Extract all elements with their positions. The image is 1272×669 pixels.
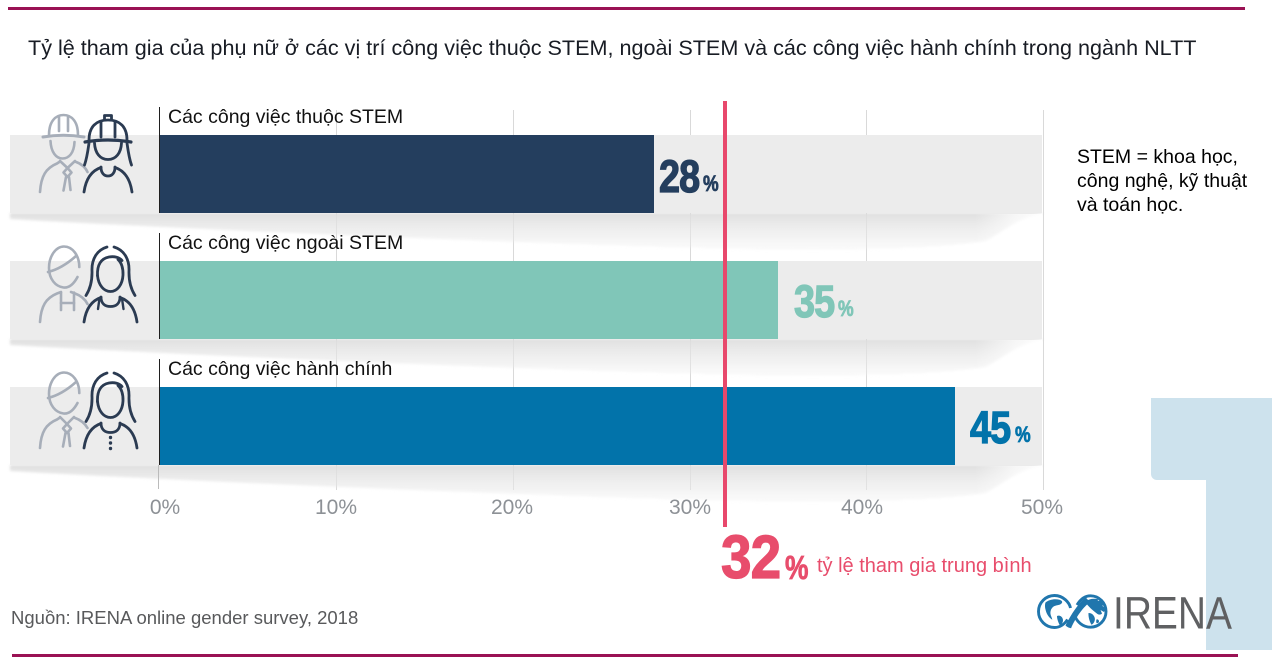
svg-text:IRENA: IRENA [1113, 592, 1232, 634]
